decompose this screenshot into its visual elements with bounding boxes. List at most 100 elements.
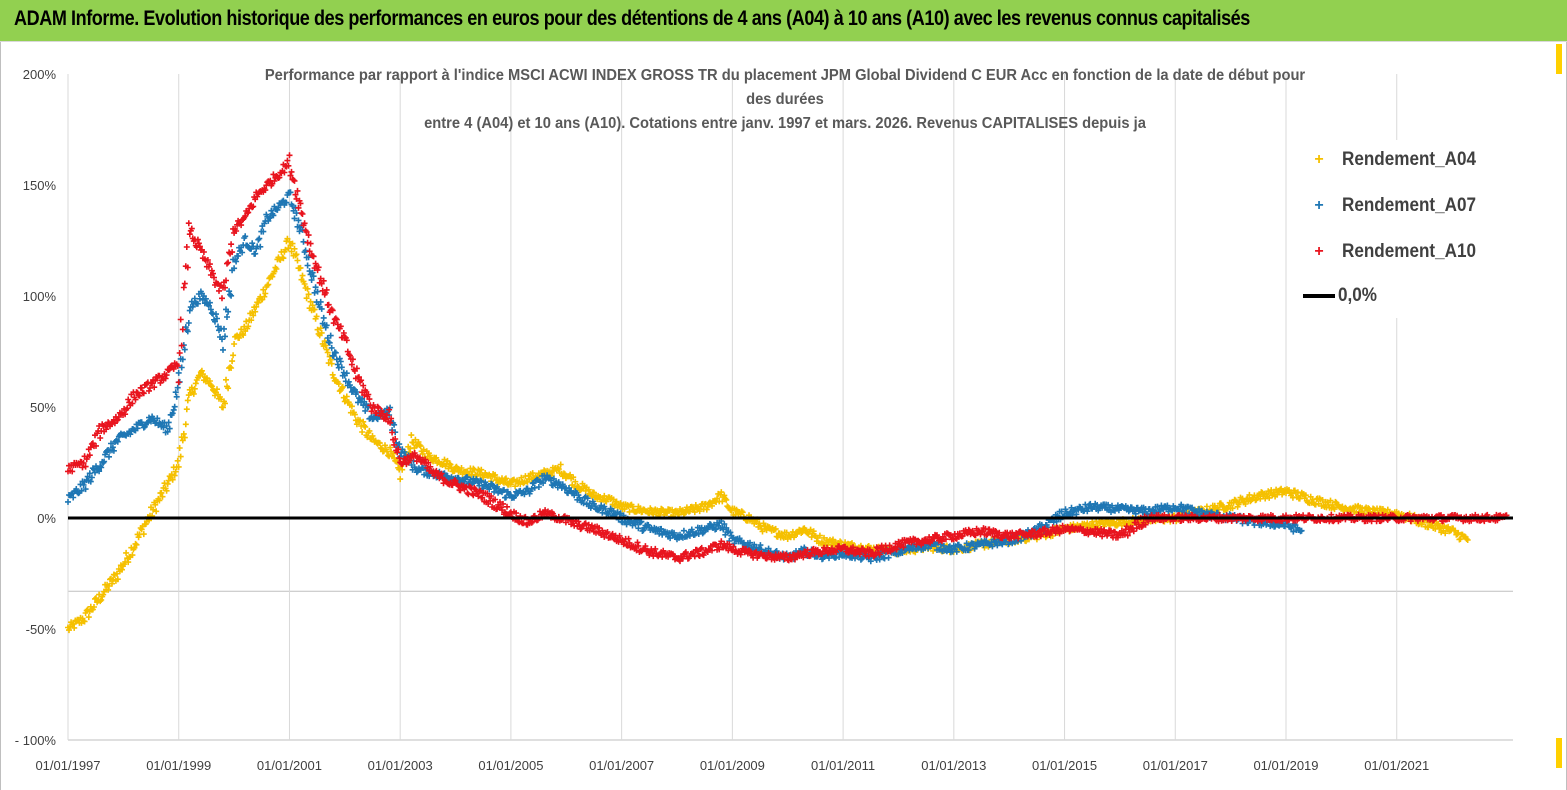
header-banner: ADAM Informe. Evolution historique des p… [0,0,1567,42]
data-point-Rendement_A07 [326,339,333,346]
data-point-Rendement_A10 [299,211,306,217]
data-point-Rendement_A07 [330,353,337,359]
data-point-Rendement_A04 [1452,527,1459,534]
x-tick-label: 01/01/2003 [368,758,433,773]
data-point-Rendement_A07 [92,469,98,476]
data-point-Rendement_A04 [66,627,72,634]
legend-marker-a10: + [1314,243,1324,260]
data-point-Rendement_A07 [214,315,220,322]
x-tick-label: 01/01/2021 [1364,758,1429,773]
data-point-Rendement_A07 [413,469,420,476]
data-point-Rendement_A04 [203,375,210,382]
data-point-Rendement_A07 [478,478,485,485]
legend-item-a04: + Rendement_A04 [1300,146,1491,174]
data-point-Rendement_A04 [255,299,262,306]
y-tick-label: - 100% [15,733,57,748]
data-point-Rendement_A04 [125,559,132,566]
data-point-Rendement_A07 [336,355,343,362]
data-point-Rendement_A10 [298,210,305,217]
data-point-Rendement_A07 [199,296,206,303]
data-point-Rendement_A04 [560,470,567,477]
data-point-Rendement_A04 [759,528,766,535]
data-point-Rendement_A04 [415,439,422,445]
data-point-Rendement_A07 [106,453,112,460]
data-point-Rendement_A07 [206,299,213,306]
data-point-Rendement_A07 [314,288,321,295]
data-point-Rendement_A04 [629,503,636,510]
data-point-Rendement_A04 [71,624,78,631]
data-point-Rendement_A04 [1253,496,1260,503]
y-tick-label: 0% [37,511,56,526]
data-point-Rendement_A04 [304,285,311,292]
data-point-Rendement_A10 [175,379,182,386]
data-point-Rendement_A07 [686,532,693,539]
data-point-Rendement_A04 [376,440,383,447]
data-point-Rendement_A04 [361,422,368,429]
data-point-Rendement_A04 [324,349,331,356]
data-point-Rendement_A07 [360,402,367,409]
data-point-Rendement_A07 [656,530,663,537]
data-point-Rendement_A04 [567,471,574,478]
series-markers [65,152,1510,634]
data-point-Rendement_A04 [399,466,406,473]
data-point-Rendement_A04 [208,383,215,390]
y-tick-label: 200% [23,67,57,82]
data-point-Rendement_A04 [240,332,247,339]
data-point-Rendement_A07 [82,486,89,493]
data-point-Rendement_A07 [138,419,145,426]
data-point-Rendement_A04 [348,403,355,410]
data-point-Rendement_A04 [416,442,423,448]
data-point-Rendement_A04 [220,404,226,411]
data-point-Rendement_A04 [410,439,417,446]
data-point-Rendement_A04 [85,614,92,621]
data-point-Rendement_A04 [360,418,367,425]
data-point-Rendement_A07 [318,305,325,312]
data-point-Rendement_A04 [570,474,577,481]
data-point-Rendement_A04 [1255,492,1262,499]
data-point-Rendement_A04 [159,493,166,500]
data-point-Rendement_A04 [582,488,589,494]
data-point-Rendement_A07 [213,311,219,318]
data-point-Rendement_A07 [267,214,274,221]
data-point-Rendement_A07 [169,410,176,417]
data-point-Rendement_A07 [170,406,177,413]
data-point-Rendement_A07 [65,498,71,505]
data-point-Rendement_A07 [353,389,360,395]
data-point-Rendement_A04 [327,356,334,363]
data-point-Rendement_A04 [420,446,427,453]
data-point-Rendement_A07 [287,189,294,196]
x-tick-label: 01/01/2019 [1253,758,1318,773]
data-point-Rendement_A04 [391,454,398,461]
data-point-Rendement_A07 [184,328,191,335]
data-point-Rendement_A04 [70,620,77,627]
data-point-Rendement_A04 [369,432,376,439]
data-point-Rendement_A07 [73,486,80,492]
data-point-Rendement_A04 [704,504,711,510]
data-point-Rendement_A04 [212,392,218,399]
data-point-Rendement_A07 [78,487,85,494]
y-tick-label: 150% [23,178,57,193]
data-point-Rendement_A04 [109,580,115,587]
data-point-Rendement_A04 [478,466,485,473]
data-point-Rendement_A04 [114,576,121,583]
x-tick-label: 01/01/1997 [35,758,100,773]
data-point-Rendement_A07 [134,425,141,432]
data-point-Rendement_A07 [283,199,290,206]
data-point-Rendement_A07 [163,423,170,429]
data-point-Rendement_A07 [191,295,198,302]
legend-line-zero [1303,294,1335,298]
data-point-Rendement_A04 [574,483,581,489]
data-point-Rendement_A07 [175,369,182,376]
y-tick-label: 100% [23,289,57,304]
data-point-Rendement_A10 [176,350,183,356]
data-point-Rendement_A07 [224,314,230,320]
data-point-Rendement_A04 [721,492,728,499]
data-point-Rendement_A04 [382,442,388,449]
data-point-Rendement_A04 [681,509,688,516]
data-point-Rendement_A07 [373,415,380,422]
data-point-Rendement_A07 [86,470,93,477]
data-point-Rendement_A04 [176,445,183,451]
data-point-Rendement_A07 [181,346,188,353]
data-point-Rendement_A07 [711,521,717,528]
x-tick-label: 01/01/2017 [1143,758,1208,773]
